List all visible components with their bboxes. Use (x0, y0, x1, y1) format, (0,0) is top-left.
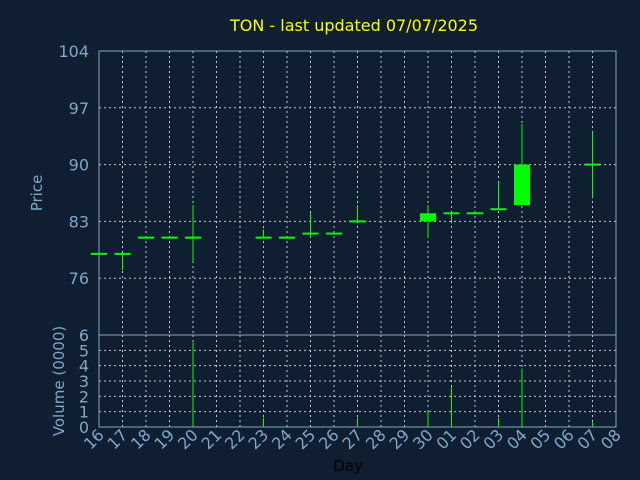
volume-tick-label: 6 (79, 326, 89, 345)
volume-tick-label: 2 (79, 387, 89, 406)
price-grid (99, 50, 616, 335)
candle-body (490, 208, 507, 211)
candle-body (161, 236, 178, 239)
volume-axis-label: Volume (0000) (50, 326, 68, 436)
price-y-ticks: 104 97 90 83 76 (58, 42, 89, 288)
candle-body (584, 163, 601, 166)
volume-grid (99, 335, 616, 427)
volume-tick-label: 5 (79, 341, 89, 360)
volume-bars (192, 342, 593, 427)
price-tick-label: 83 (69, 212, 89, 231)
volume-tick-label: 3 (79, 372, 89, 391)
candle-body (420, 213, 436, 222)
candle-body (138, 236, 154, 239)
candle-body (514, 164, 530, 206)
candles (91, 124, 601, 271)
price-axis-label: Price (28, 175, 46, 212)
price-tick-label: 76 (69, 269, 89, 288)
candle-body (279, 236, 295, 239)
x-axis-label: Day (333, 457, 363, 475)
price-tick-label: 104 (58, 42, 89, 61)
volume-tick-label: 1 (79, 403, 89, 422)
price-tick-label: 97 (69, 99, 89, 118)
candle-body (91, 252, 107, 255)
x-ticks: 1617181920212223242526272829300102030405… (80, 425, 625, 453)
candle-body (443, 212, 460, 215)
candle-body (255, 236, 272, 239)
price-tick-label: 90 (69, 156, 89, 175)
candle-body (114, 252, 131, 255)
chart-title: TON - last updated 07/07/2025 (229, 16, 478, 35)
candle-body (326, 232, 342, 235)
volume-tick-label: 4 (79, 357, 89, 376)
candle-body (302, 232, 319, 235)
candle-body (349, 220, 366, 223)
x-tick-label: 08 (597, 425, 625, 453)
candle-body (185, 236, 201, 239)
candle-body (467, 212, 483, 215)
volume-tick-label: 0 (79, 418, 89, 437)
